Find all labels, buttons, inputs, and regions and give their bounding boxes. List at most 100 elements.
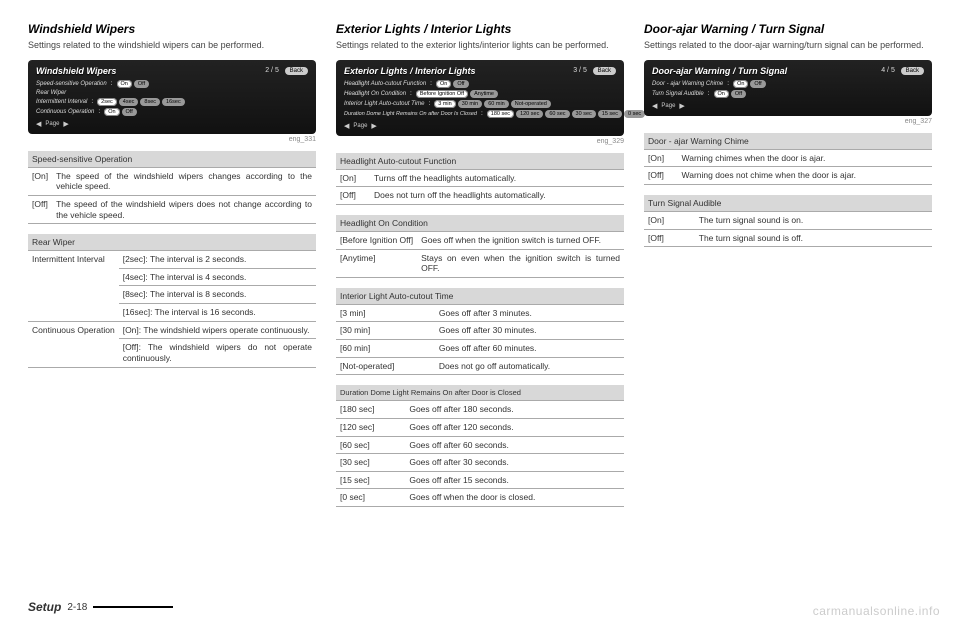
screen-row-label: Duration Dome Light Remains On after Doo… (344, 111, 477, 117)
table-row: [30 sec] Goes off after 30 seconds. (336, 454, 624, 472)
option-button[interactable]: 0 sec (624, 110, 645, 118)
option-button[interactable]: 120 sec (516, 110, 543, 118)
table-row: [On] The turn signal sound is on. (644, 211, 932, 229)
option-button[interactable]: 60 sec (545, 110, 569, 118)
table-header: Door - ajar Warning Chime (644, 133, 932, 150)
image-reference: eng_331 (28, 136, 316, 143)
back-button[interactable]: Back (285, 67, 308, 75)
table-row: [On] The speed of the windshield wipers … (28, 167, 316, 195)
page-prev-icon[interactable]: ◀ (344, 122, 349, 130)
option-button[interactable]: 180 sec (487, 110, 514, 118)
option-group: OnOff (117, 80, 150, 88)
option-button[interactable]: Anytime (470, 90, 498, 98)
option-group: OnOff (714, 90, 747, 98)
option-button[interactable]: 3 min (434, 100, 455, 108)
table-key-cell: [180 sec] (336, 401, 405, 419)
screen-row: Duration Dome Light Remains On after Doo… (344, 110, 616, 118)
screen-row: Turn Signal Audible : OnOff (652, 90, 924, 98)
option-group: OnOff (436, 80, 469, 88)
table-row: [60 min] Goes off after 60 minutes. (336, 340, 624, 358)
screen-pager-group: 3 / 5 Back (573, 67, 616, 75)
screen-row-label: Headlight Auto-cutout Function (344, 81, 426, 87)
back-button[interactable]: Back (901, 67, 924, 75)
option-button[interactable]: Off (122, 108, 137, 116)
page-nav-label: Page (661, 103, 675, 109)
option-button[interactable]: 15 sec (598, 110, 622, 118)
table-header: Turn Signal Audible (644, 195, 932, 212)
option-button[interactable]: Off (750, 80, 765, 88)
option-button[interactable]: 16sec (162, 98, 185, 106)
table-key-cell: Intermittent Interval (28, 251, 119, 322)
settings-screen: Exterior Lights / Interior Lights 3 / 5 … (336, 60, 624, 136)
table-value-cell: Goes off after 15 seconds. (405, 471, 624, 489)
explanation-table: Duration Dome Light Remains On after Doo… (336, 385, 624, 507)
option-button[interactable]: On (436, 80, 451, 88)
table-value-cell: Goes off when the door is closed. (405, 489, 624, 507)
option-button[interactable]: 30 sec (572, 110, 596, 118)
explanation-table: Turn Signal Audible [On] The turn signal… (644, 195, 932, 247)
screen-row-label: Speed-sensitive Operation (36, 81, 107, 87)
option-button[interactable]: On (117, 80, 132, 88)
table-value-cell: [On]: The windshield wipers operate cont… (119, 321, 316, 339)
section-heading: Windshield Wipers (28, 22, 316, 36)
table-row: [Off] The turn signal sound is off. (644, 229, 932, 247)
screen-row: Door - ajar Warning Chime : OnOff (652, 80, 924, 88)
screen-row-label: Door - ajar Warning Chime (652, 81, 723, 87)
option-button[interactable]: Off (134, 80, 149, 88)
section-intro: Settings related to the windshield wiper… (28, 40, 316, 52)
option-button[interactable]: On (714, 90, 729, 98)
table-row: [Off] The speed of the windshield wipers… (28, 195, 316, 223)
table-value-cell: [4sec]: The interval is 4 seconds. (119, 268, 316, 286)
screen-pager-group: 4 / 5 Back (881, 67, 924, 75)
screen-title: Exterior Lights / Interior Lights (344, 66, 476, 76)
image-reference: eng_329 (336, 138, 624, 145)
option-button[interactable]: 4sec (119, 98, 139, 106)
option-button[interactable]: 2sec (97, 98, 117, 106)
table-row: [15 sec] Goes off after 15 seconds. (336, 471, 624, 489)
back-button[interactable]: Back (593, 67, 616, 75)
screen-pager: 4 / 5 (881, 67, 895, 74)
table-row: Intermittent Interval [2sec]: The interv… (28, 251, 316, 269)
option-button[interactable]: Before Ignition Off (416, 90, 468, 98)
explanation-table: Speed-sensitive Operation [On] The speed… (28, 151, 316, 225)
screen-row-label: Turn Signal Audible (652, 91, 704, 97)
option-button[interactable]: Off (453, 80, 468, 88)
screen-row: Speed-sensitive Operation : OnOff (36, 80, 308, 88)
option-button[interactable]: Not-operated (511, 100, 551, 108)
page-next-icon[interactable]: ▶ (371, 122, 376, 130)
explanation-table: Interior Light Auto-cutout Time [3 min] … (336, 288, 624, 376)
section-intro: Settings related to the exterior lights/… (336, 40, 624, 52)
table-value-cell: Turns off the headlights automatically. (370, 169, 624, 187)
table-header: Duration Dome Light Remains On after Doo… (336, 385, 624, 401)
screen-row-label: Intermittent Interval (36, 99, 87, 105)
table-value-cell: The turn signal sound is on. (695, 211, 932, 229)
section-heading: Door-ajar Warning / Turn Signal (644, 22, 932, 36)
table-row: [0 sec] Goes off when the door is closed… (336, 489, 624, 507)
screen-title-row: Exterior Lights / Interior Lights 3 / 5 … (344, 66, 616, 76)
table-value-cell: Does not go off automatically. (435, 357, 624, 375)
page-next-icon[interactable]: ▶ (63, 120, 68, 128)
option-button[interactable]: 30 min (458, 100, 483, 108)
page-prev-icon[interactable]: ◀ (36, 120, 41, 128)
table-value-cell: The turn signal sound is off. (695, 229, 932, 247)
page-next-icon[interactable]: ▶ (679, 102, 684, 110)
table-row: Continuous Operation [On]: The windshiel… (28, 321, 316, 339)
table-value-cell: Does not turn off the headlights automat… (370, 187, 624, 205)
option-button[interactable]: On (104, 108, 119, 116)
option-button[interactable]: On (733, 80, 748, 88)
table-key-cell: [Not-operated] (336, 357, 435, 375)
option-button[interactable]: 60 min (484, 100, 509, 108)
screen-row-label: Interior Light Auto-cutout Time (344, 101, 424, 107)
table-row: [Before Ignition Off] Goes off when the … (336, 231, 624, 249)
column-door-ajar: Door-ajar Warning / Turn Signal Settings… (644, 22, 932, 517)
image-reference: eng_327 (644, 118, 932, 125)
option-button[interactable]: 8sec (140, 98, 160, 106)
page-columns: Windshield Wipers Settings related to th… (28, 22, 932, 517)
option-group: 3 min30 min60 minNot-operated (434, 100, 551, 108)
table-header: Headlight Auto-cutout Function (336, 153, 624, 170)
option-button[interactable]: Off (731, 90, 746, 98)
explanation-table: Door - ajar Warning Chime [On] Warning c… (644, 133, 932, 185)
table-value-cell: Goes off when the ignition switch is tur… (417, 231, 624, 249)
table-value-cell: Warning chimes when the door is ajar. (678, 149, 932, 167)
page-prev-icon[interactable]: ◀ (652, 102, 657, 110)
